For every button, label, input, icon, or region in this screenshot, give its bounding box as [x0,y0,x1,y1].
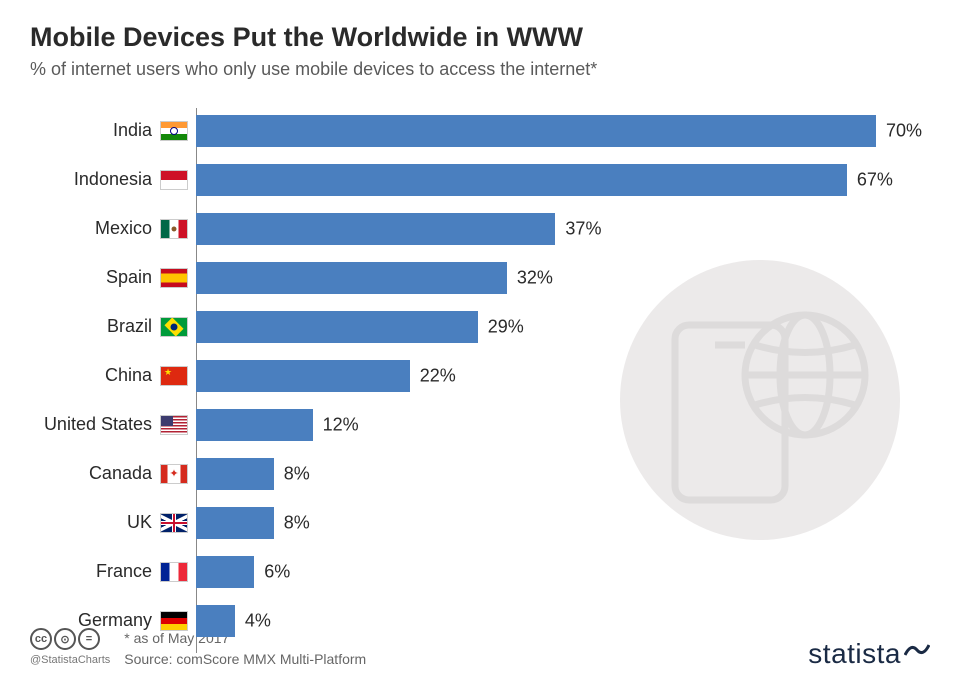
bar-row: India 70% [30,108,930,153]
bar-track: 22% [196,360,930,392]
country-label: Spain [30,267,160,288]
bar-track: 4% [196,605,930,637]
value-label: 70% [886,120,922,141]
value-label: 22% [420,365,456,386]
chart-subtitle: % of internet users who only use mobile … [30,59,930,80]
twitter-handle: @StatistaCharts [30,654,110,666]
bar: 6% [196,556,254,588]
bar: 37% [196,213,555,245]
value-label: 32% [517,267,553,288]
value-label: 8% [284,512,310,533]
header: Mobile Devices Put the Worldwide in WWW … [0,0,960,90]
flag-india-icon [160,121,188,141]
flag-indonesia-icon [160,170,188,190]
bar-row: Brazil 29% [30,304,930,349]
bar-rows: India 70% Indonesia 67% Mexico 37% Spain 32% Bra… [30,108,930,643]
flag-usa-icon [160,415,188,435]
value-label: 37% [565,218,601,239]
bar-track: 6% [196,556,930,588]
bar: 22% [196,360,410,392]
country-label: United States [30,414,160,435]
bar-track: 67% [196,164,930,196]
flag-mexico-icon [160,219,188,239]
bar: 4% [196,605,235,637]
value-label: 12% [323,414,359,435]
bar: 12% [196,409,313,441]
bar-track: 29% [196,311,930,343]
chart-title: Mobile Devices Put the Worldwide in WWW [30,22,930,53]
bar-track: 8% [196,507,930,539]
country-label: France [30,561,160,582]
source-text: Source: comScore MMX Multi-Platform [124,649,366,670]
bar-track: 8% [196,458,930,490]
country-label: Indonesia [30,169,160,190]
flag-china-icon [160,366,188,386]
bar-track: 32% [196,262,930,294]
country-label: UK [30,512,160,533]
bar: 29% [196,311,478,343]
country-label: Canada [30,463,160,484]
flag-brazil-icon [160,317,188,337]
bar-row: Germany 4% [30,598,930,643]
bar-row: Spain 32% [30,255,930,300]
bar-row: UK 8% [30,500,930,545]
chart-area: India 70% Indonesia 67% Mexico 37% Spain 32% Bra… [0,90,960,643]
country-label: China [30,365,160,386]
bar-track: 70% [196,115,930,147]
bar-track: 37% [196,213,930,245]
bar: 67% [196,164,847,196]
bar-row: Indonesia 67% [30,157,930,202]
flag-canada-icon [160,464,188,484]
bar-track: 12% [196,409,930,441]
value-label: 29% [488,316,524,337]
country-label: Brazil [30,316,160,337]
value-label: 8% [284,463,310,484]
bar-row: China 22% [30,353,930,398]
value-label: 6% [264,561,290,582]
bar: 32% [196,262,507,294]
country-label: Mexico [30,218,160,239]
bar-row: United States 12% [30,402,930,447]
country-label: Germany [30,610,160,631]
flag-spain-icon [160,268,188,288]
value-label: 4% [245,610,271,631]
bar: 70% [196,115,876,147]
bar-row: Mexico 37% [30,206,930,251]
bar-row: France 6% [30,549,930,594]
value-label: 67% [857,169,893,190]
country-label: India [30,120,160,141]
bar-row: Canada 8% [30,451,930,496]
bar: 8% [196,458,274,490]
bar: 8% [196,507,274,539]
flag-france-icon [160,562,188,582]
flag-germany-icon [160,611,188,631]
flag-uk-icon [160,513,188,533]
